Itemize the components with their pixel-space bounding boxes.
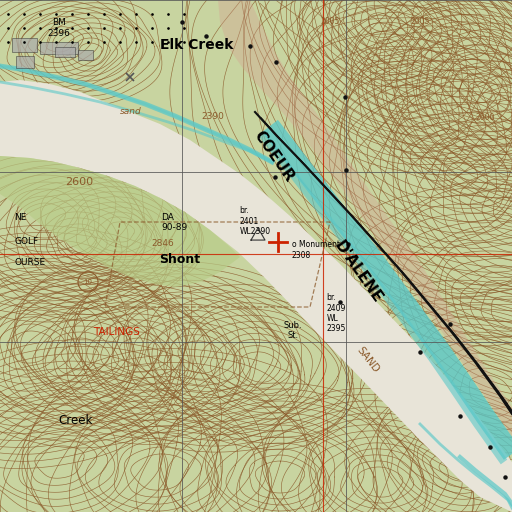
Text: br.
2409
WL
2395: br. 2409 WL 2395 bbox=[327, 293, 346, 333]
Text: 2005: 2005 bbox=[410, 17, 430, 27]
Text: COEUR: COEUR bbox=[251, 128, 297, 184]
Polygon shape bbox=[262, 120, 512, 460]
Text: BM
2396: BM 2396 bbox=[48, 18, 70, 38]
Text: sand: sand bbox=[120, 107, 141, 116]
Text: 2846: 2846 bbox=[151, 239, 174, 248]
Text: D'ALENE: D'ALENE bbox=[332, 239, 385, 306]
Text: OURSE: OURSE bbox=[14, 258, 46, 267]
Polygon shape bbox=[259, 132, 507, 464]
Polygon shape bbox=[0, 156, 240, 287]
FancyBboxPatch shape bbox=[40, 42, 78, 54]
Text: Elk Creek: Elk Creek bbox=[160, 38, 234, 52]
Text: 2390: 2390 bbox=[201, 112, 224, 121]
Text: GOLF: GOLF bbox=[14, 237, 38, 246]
Text: br.
2401
WL2390: br. 2401 WL2390 bbox=[240, 206, 271, 236]
Text: DA
90-89: DA 90-89 bbox=[161, 213, 187, 232]
Polygon shape bbox=[218, 0, 512, 437]
Polygon shape bbox=[0, 80, 512, 512]
Text: 2005: 2005 bbox=[321, 17, 339, 27]
FancyBboxPatch shape bbox=[12, 38, 37, 52]
Text: TAILINGS: TAILINGS bbox=[93, 327, 140, 337]
Text: 2600: 2600 bbox=[66, 177, 93, 187]
Text: 10: 10 bbox=[83, 279, 93, 285]
FancyBboxPatch shape bbox=[16, 56, 34, 68]
FancyBboxPatch shape bbox=[78, 50, 93, 60]
FancyBboxPatch shape bbox=[55, 47, 75, 57]
Text: NE: NE bbox=[14, 213, 27, 222]
Text: o Monument
2308: o Monument 2308 bbox=[292, 240, 340, 260]
Text: Creek: Creek bbox=[58, 414, 93, 428]
Text: Shont: Shont bbox=[159, 252, 200, 266]
Text: SAND: SAND bbox=[354, 345, 381, 374]
Text: Sub.
St.: Sub. St. bbox=[284, 321, 302, 340]
Text: 2600: 2600 bbox=[475, 113, 495, 121]
